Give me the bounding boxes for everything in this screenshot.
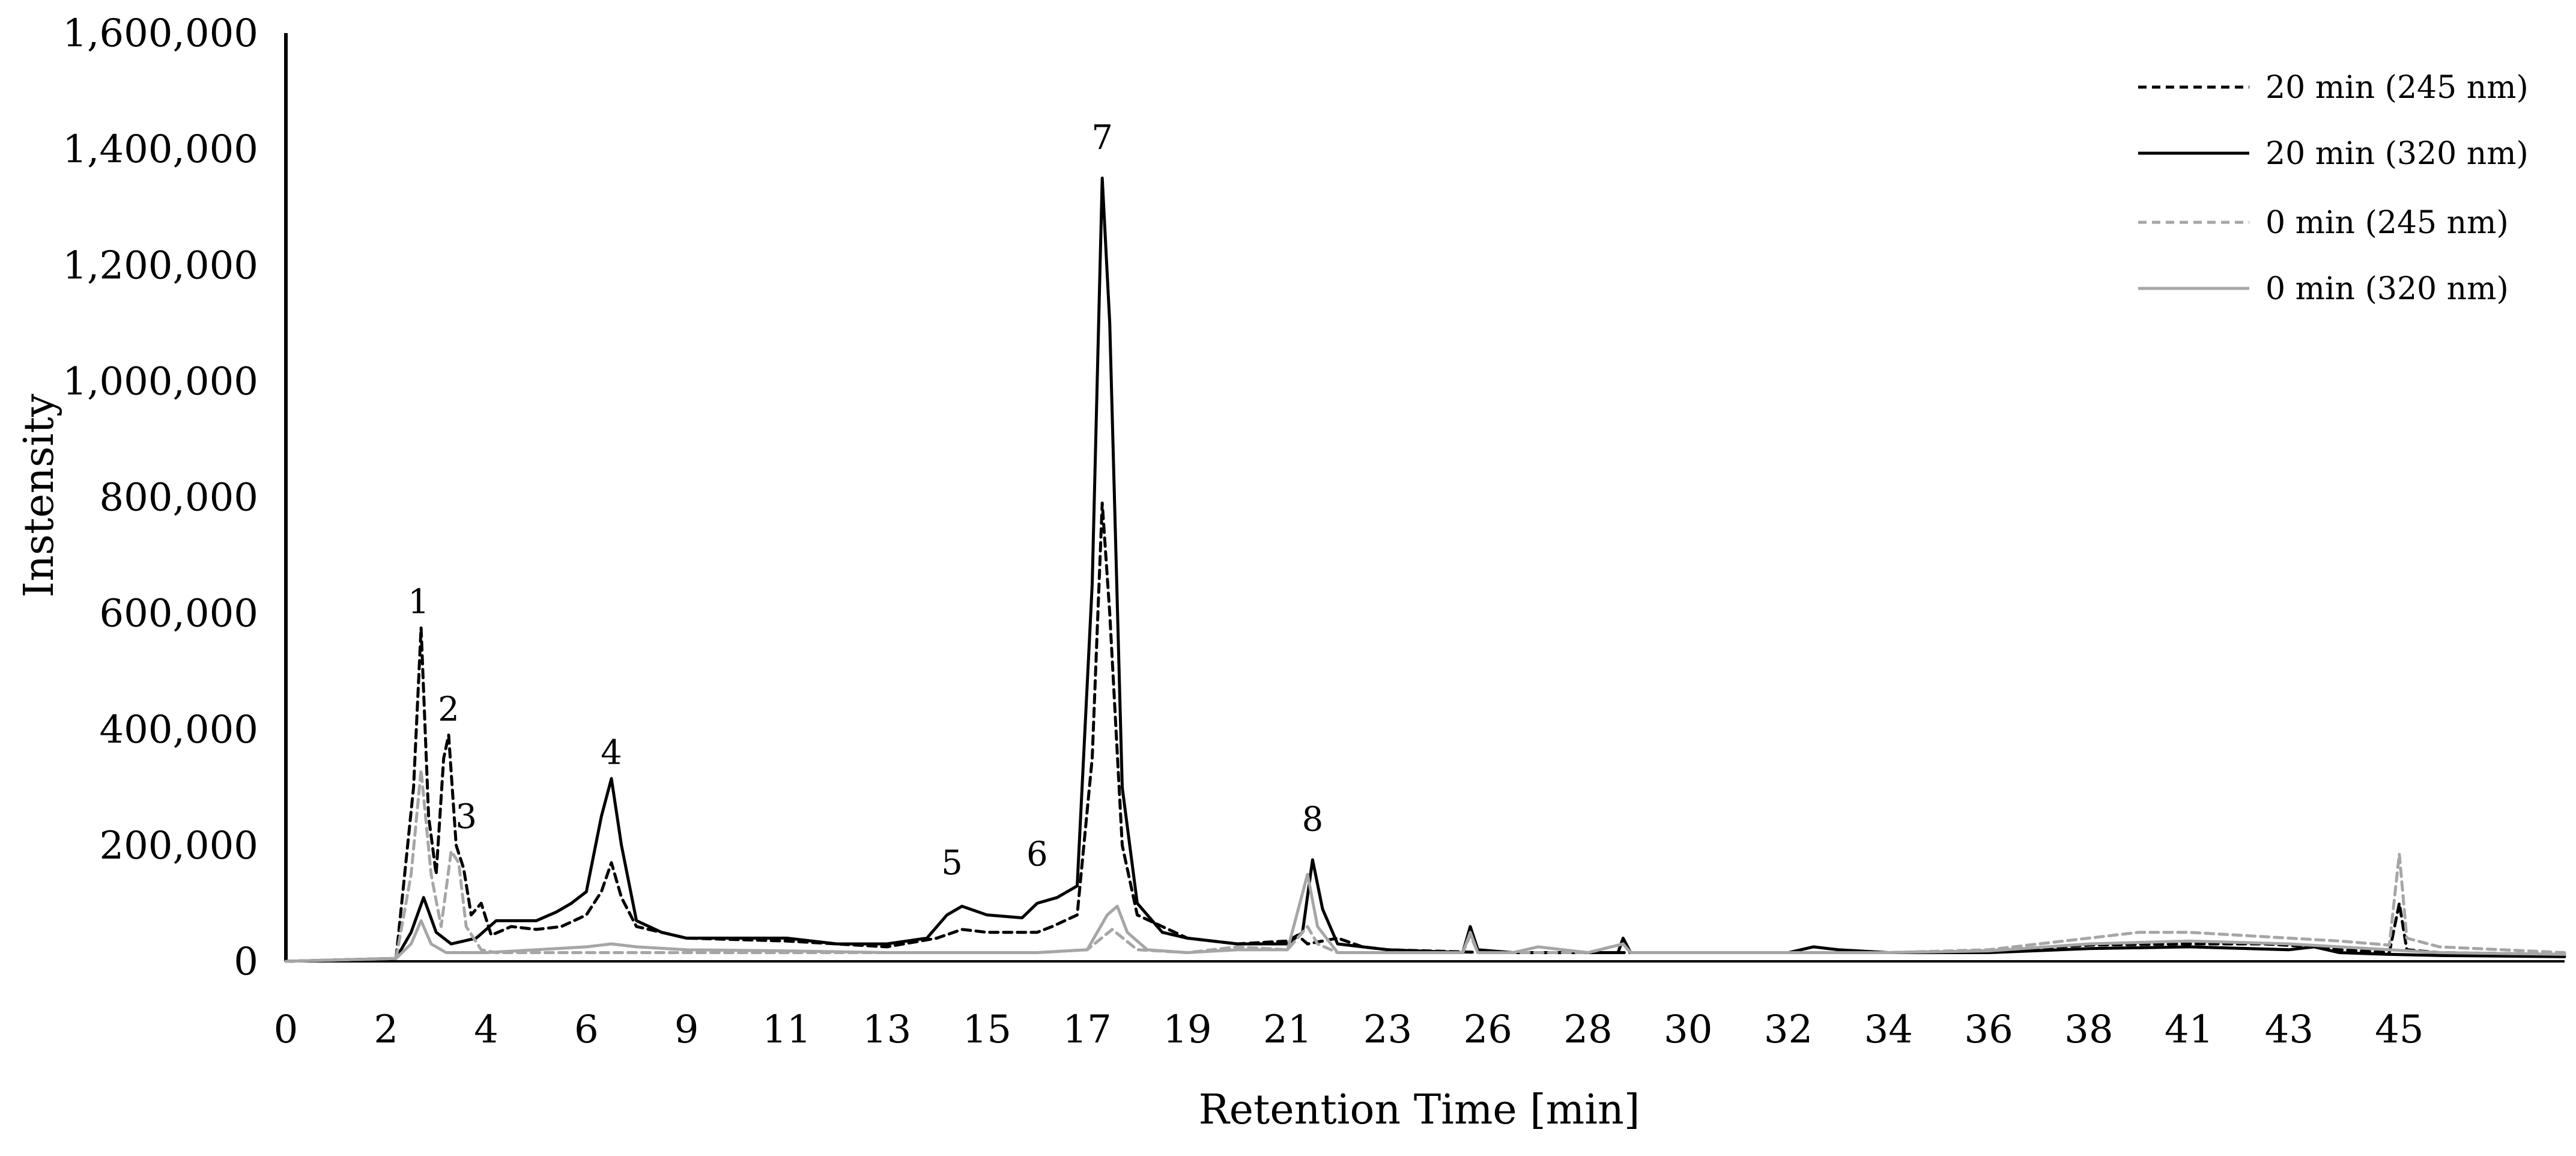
y-tick-label: 200,000: [99, 824, 258, 868]
y-tick-label: 0: [234, 940, 258, 984]
x-tick-label: 32: [1764, 1008, 1813, 1052]
legend-label: 0 min (320 nm): [2265, 271, 2509, 307]
x-tick-label: 11: [762, 1008, 811, 1052]
x-tick-label: 2: [374, 1008, 398, 1052]
legend-label: 0 min (245 nm): [2265, 205, 2509, 241]
y-tick-labels: 0 200,000 400,000 600,000 800,000 1,000,000 1,…: [62, 11, 258, 984]
series-line: [284, 176, 2566, 963]
x-axis-title: Retention Time [min]: [1199, 1086, 1640, 1134]
x-tick-labels: 0 2 4 6 9 11 13 15 17 19 21 23 26 28 30 32 34 36 38 41 43 45: [274, 1008, 2424, 1052]
x-tick-label: 13: [862, 1008, 911, 1052]
axes: [284, 33, 2565, 963]
peak-label: 1: [408, 583, 429, 622]
y-tick-label: 600,000: [99, 592, 258, 636]
y-tick-label: 1,400,000: [62, 127, 258, 172]
x-tick-label: 0: [274, 1008, 299, 1052]
peak-label: 3: [455, 797, 477, 836]
y-tick-label: 800,000: [99, 476, 258, 520]
x-tick-label: 36: [1964, 1008, 2013, 1052]
series-line: [284, 768, 2566, 963]
peak-label: 8: [1302, 800, 1324, 839]
x-tick-label: 17: [1062, 1008, 1111, 1052]
peak-label: 6: [1026, 835, 1048, 874]
x-tick-label: 38: [2064, 1008, 2113, 1052]
x-tick-label: 19: [1163, 1008, 1211, 1052]
x-tick-label: 21: [1263, 1008, 1312, 1052]
x-tick-label: 43: [2265, 1008, 2314, 1052]
legend-label: 20 min (245 nm): [2265, 70, 2529, 106]
series-lines: [284, 176, 2566, 963]
x-tick-label: 15: [963, 1008, 1011, 1052]
x-tick-label: 4: [474, 1008, 499, 1052]
peak-label: 5: [941, 844, 963, 883]
legend-label: 20 min (320 nm): [2265, 136, 2529, 172]
x-tick-label: 26: [1464, 1008, 1512, 1052]
y-axis-title: Instensity: [16, 394, 63, 598]
peak-label: 7: [1091, 118, 1113, 157]
peak-labels: 1 2 3 4 5 6 7 8: [408, 118, 1323, 883]
x-tick-label: 45: [2375, 1008, 2423, 1052]
y-tick-label: 400,000: [99, 708, 258, 752]
x-tick-label: 41: [2165, 1008, 2213, 1052]
x-tick-label: 34: [1864, 1008, 1913, 1052]
y-tick-label: 1,200,000: [62, 243, 258, 288]
series-line: [284, 501, 2566, 963]
peak-label: 4: [601, 734, 622, 773]
x-tick-label: 30: [1664, 1008, 1712, 1052]
peak-label: 2: [438, 690, 459, 729]
x-tick-label: 23: [1363, 1008, 1412, 1052]
x-tick-label: 28: [1563, 1008, 1612, 1052]
x-tick-label: 9: [674, 1008, 699, 1052]
series-line: [284, 872, 2566, 963]
y-tick-label: 1,000,000: [62, 359, 258, 404]
legend: 20 min (245 nm) 20 min (320 nm) 0 min (245…: [2138, 70, 2529, 307]
y-tick-label: 1,600,000: [62, 11, 258, 56]
x-tick-label: 6: [574, 1008, 599, 1052]
